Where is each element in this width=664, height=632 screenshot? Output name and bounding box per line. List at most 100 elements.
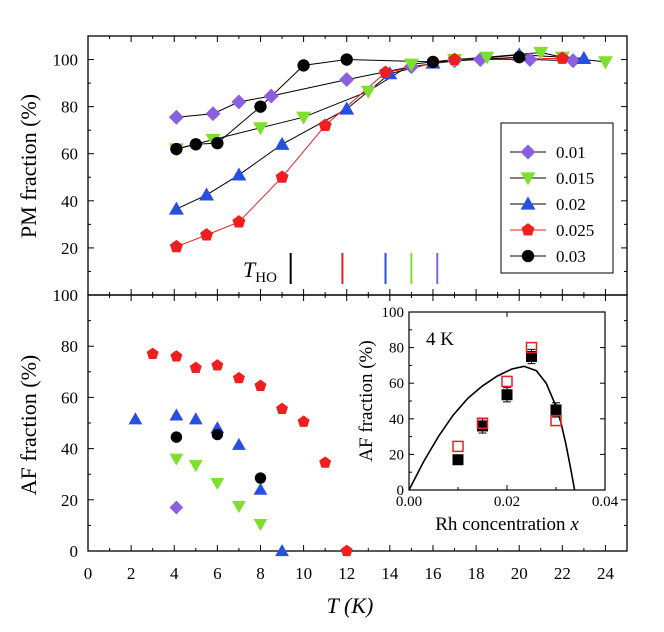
bottom-y-tick-label: 0 — [70, 542, 79, 561]
point-0.025 — [318, 118, 332, 131]
x-tick-label: 16 — [424, 564, 441, 583]
point-0.03 — [340, 53, 353, 66]
point-0.01 — [565, 53, 581, 69]
point-0.02 — [168, 201, 184, 215]
x-tick-label: 22 — [554, 564, 571, 583]
point-0.03 — [211, 136, 224, 150]
legend-label-0.01: 0.01 — [556, 143, 586, 162]
series-line-0.03 — [176, 56, 520, 150]
inset-point-filled — [452, 454, 464, 466]
point-0.03 — [254, 100, 267, 113]
inset-fit-curve — [408, 365, 576, 491]
point-0.02 — [274, 136, 290, 150]
af-point-0.01 — [169, 500, 184, 515]
point-0.02 — [231, 167, 247, 181]
inset-y-tick-label: 80 — [389, 341, 404, 357]
af-point-0.015 — [188, 460, 203, 473]
af-point-0.025 — [232, 371, 245, 384]
legend-marker-0.025 — [521, 223, 535, 236]
legend-marker-0.01 — [520, 144, 536, 160]
inset-point-open — [476, 417, 489, 429]
point-0.03 — [189, 138, 202, 151]
bottom-y-axis-label: AF fraction (%) — [16, 355, 41, 496]
inset-annotation: 4 K — [426, 329, 454, 350]
bottom-panel-points — [128, 347, 353, 557]
legend-marker-0.03 — [521, 249, 535, 263]
af-point-0.025 — [276, 402, 289, 415]
point-0.025 — [275, 170, 289, 183]
inset-x-axis-label-text: Rh concentration — [435, 514, 570, 535]
point-0.015 — [296, 111, 312, 125]
point-0.03 — [170, 142, 183, 156]
point-0.03 — [513, 51, 526, 64]
x-tick-label: 24 — [597, 564, 615, 583]
inset-x-axis-label-var: x — [569, 514, 579, 535]
point-0.015 — [253, 122, 268, 136]
inset-y-tick-label: 60 — [389, 376, 404, 392]
af-point-0.015 — [210, 477, 225, 491]
inset-y-tick-label: 0 — [397, 483, 405, 499]
point-0.025 — [555, 51, 569, 64]
inset-x-tick-label: 0.00 — [396, 494, 422, 510]
af-point-0.02 — [253, 482, 268, 495]
point-0.025 — [169, 239, 183, 253]
x-tick-label: 14 — [381, 564, 399, 583]
top-y-tick-label: 40 — [61, 192, 78, 211]
point-0.01 — [522, 52, 538, 68]
af-point-0.025 — [319, 456, 332, 468]
bottom-y-tick-label: 100 — [53, 286, 79, 305]
inset-y-tick-label: 100 — [382, 305, 405, 321]
legend-label-0.015: 0.015 — [556, 169, 594, 188]
inset-point-filled — [550, 404, 562, 416]
point-0.01 — [339, 72, 355, 88]
point-0.01 — [168, 109, 184, 125]
tho-label-main: T — [243, 257, 257, 282]
legend-box — [500, 122, 614, 274]
point-0.015 — [597, 56, 613, 70]
af-point-0.02 — [169, 408, 184, 421]
af-point-0.025 — [211, 359, 224, 371]
af-point-0.025 — [340, 544, 353, 557]
x-tick-label: 12 — [338, 564, 355, 583]
top-panel-ticks: 20 40 60 80 100 — [53, 35, 628, 295]
inset-point-open — [501, 375, 513, 388]
af-point-0.02 — [232, 437, 246, 450]
inset-point-filled — [526, 351, 537, 362]
legend-marker-0.015 — [520, 172, 536, 186]
bottom-y-tick-label: 60 — [61, 388, 78, 407]
point-0.015 — [533, 46, 549, 60]
af-point-0.025 — [254, 379, 267, 391]
x-tick-label: 18 — [468, 564, 485, 583]
point-0.01 — [263, 88, 279, 104]
inset-point-filled — [501, 389, 513, 401]
legend-label-0.02: 0.02 — [556, 195, 586, 214]
inset-x-axis-label: Rh concentration x — [435, 514, 579, 535]
tho-marks — [289, 253, 439, 284]
point-0.025 — [200, 228, 214, 241]
tho-label-sub: HO — [255, 270, 277, 286]
x-axis-label: T (K) — [327, 593, 374, 618]
series-line-0.01 — [176, 59, 574, 118]
top-y-tick-label: 20 — [61, 239, 78, 258]
bottom-y-tick-label: 80 — [61, 337, 78, 356]
af-point-0.025 — [297, 415, 310, 427]
af-point-0.015 — [253, 518, 268, 532]
point-0.02 — [339, 101, 355, 115]
top-panel-points — [168, 46, 613, 253]
af-point-0.015 — [232, 501, 246, 514]
inset-x-tick-label: 0.04 — [592, 494, 619, 510]
inset-point-open — [525, 341, 538, 354]
bottom-y-tick-label: 40 — [61, 440, 78, 459]
legend: 0.01 0.015 0.02 0.025 0.03 — [500, 122, 614, 274]
point-0.03 — [426, 55, 440, 69]
point-0.02 — [576, 50, 592, 64]
legend-label-0.03: 0.03 — [556, 247, 586, 266]
af-point-0.025 — [189, 361, 202, 374]
point-0.015 — [479, 51, 495, 65]
af-point-0.015 — [169, 453, 184, 466]
point-0.025 — [379, 65, 393, 79]
af-point-0.025 — [170, 350, 183, 362]
af-point-0.02 — [275, 544, 289, 557]
